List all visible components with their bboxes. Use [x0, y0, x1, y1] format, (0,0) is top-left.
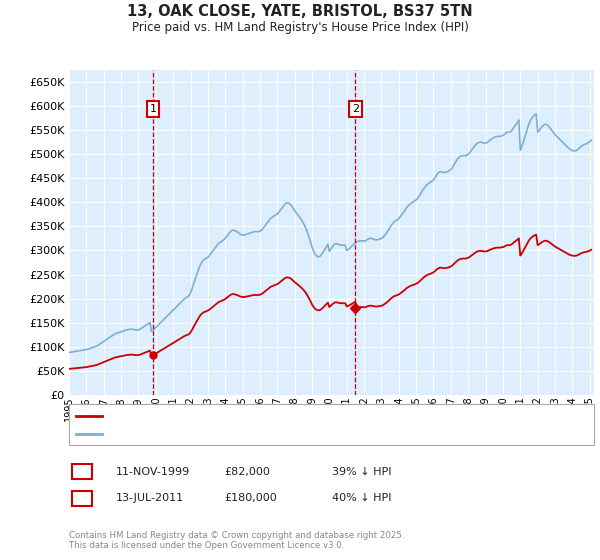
Text: 11-NOV-1999: 11-NOV-1999	[116, 466, 190, 477]
Text: 13, OAK CLOSE, YATE, BRISTOL, BS37 5TN (detached house): 13, OAK CLOSE, YATE, BRISTOL, BS37 5TN (…	[108, 411, 421, 421]
Text: Price paid vs. HM Land Registry's House Price Index (HPI): Price paid vs. HM Land Registry's House …	[131, 21, 469, 34]
Text: HPI: Average price, detached house, South Gloucestershire: HPI: Average price, detached house, Sout…	[108, 429, 417, 438]
Text: 40% ↓ HPI: 40% ↓ HPI	[332, 493, 391, 503]
Text: 1: 1	[78, 465, 86, 478]
Text: 2: 2	[78, 492, 86, 505]
Text: 13, OAK CLOSE, YATE, BRISTOL, BS37 5TN: 13, OAK CLOSE, YATE, BRISTOL, BS37 5TN	[127, 4, 473, 19]
Text: Contains HM Land Registry data © Crown copyright and database right 2025.
This d: Contains HM Land Registry data © Crown c…	[69, 530, 404, 550]
Text: 2: 2	[352, 104, 359, 114]
Text: £82,000: £82,000	[224, 466, 269, 477]
Text: £180,000: £180,000	[224, 493, 277, 503]
Text: 13-JUL-2011: 13-JUL-2011	[116, 493, 184, 503]
Text: 1: 1	[149, 104, 157, 114]
Text: 39% ↓ HPI: 39% ↓ HPI	[332, 466, 391, 477]
